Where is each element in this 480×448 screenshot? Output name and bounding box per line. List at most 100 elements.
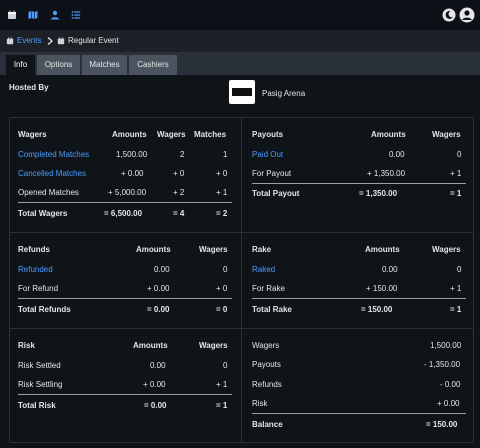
total-rake-label: Total Rake <box>252 305 292 314</box>
table-cell: + 0 <box>216 284 228 293</box>
rake-wagers-header: Wagers <box>432 245 461 254</box>
calendar-icon[interactable] <box>7 10 17 20</box>
breadcrumb-events-link[interactable]: Events <box>17 36 42 45</box>
total-rule <box>18 202 232 203</box>
table-cell: For Rake <box>252 284 285 293</box>
table-cell: Payouts <box>252 360 281 369</box>
raked-link[interactable]: Raked <box>252 265 276 274</box>
top-navbar <box>0 0 480 30</box>
total-rule <box>252 183 466 184</box>
grid-divider <box>9 232 474 233</box>
table-cell: + 0.00 <box>121 169 144 178</box>
table-cell: 1,500.00 <box>116 150 148 159</box>
table-cell: Wagers <box>252 341 280 350</box>
cancelled-matches-link[interactable]: Cancelled Matches <box>18 169 87 178</box>
wagers-count-header: Wagers <box>157 130 186 139</box>
risk-amounts-header: Amounts <box>133 341 168 350</box>
total-rule <box>252 298 466 299</box>
total-rake-amount: = 150.00 <box>361 305 393 314</box>
table-cell: Refunds <box>252 380 282 389</box>
risk-wagers-header: Wagers <box>199 341 228 350</box>
payouts-wagers-header: Wagers <box>432 130 461 139</box>
table-cell: Opened Matches <box>18 188 79 197</box>
refunds-wagers-header: Wagers <box>199 245 228 254</box>
balance-amount: = 150.00 <box>426 420 458 429</box>
total-payout-label: Total Payout <box>252 189 300 198</box>
hosted-by-label: Hosted By <box>9 83 49 92</box>
rake-amounts-header: Amounts <box>365 245 400 254</box>
tab-options[interactable]: Options <box>37 55 80 75</box>
refunds-header: Refunds <box>18 245 50 254</box>
tab-matches[interactable]: Matches <box>82 55 127 75</box>
table-cell: + 0.00 <box>437 399 460 408</box>
total-risk-label: Total Risk <box>18 401 56 410</box>
table-cell: 0 <box>457 150 462 159</box>
host-logo <box>229 80 255 104</box>
payouts-amounts-header: Amounts <box>371 130 406 139</box>
host-logo-mark <box>232 88 252 96</box>
total-wagers-amount: = 6,500.00 <box>104 209 143 218</box>
table-cell: 0.00 <box>150 361 166 370</box>
completed-matches-link[interactable]: Completed Matches <box>18 150 90 159</box>
balance-label: Balance <box>252 420 283 429</box>
wagers-amounts-header: Amounts <box>112 130 147 139</box>
payouts-header: Payouts <box>252 130 284 139</box>
table-cell: 0.00 <box>389 150 405 159</box>
table-cell: - 1,350.00 <box>424 360 461 369</box>
breadcrumb: Events Regular Event <box>0 30 480 52</box>
table-cell: For Refund <box>18 284 59 293</box>
refunds-amounts-header: Amounts <box>136 245 171 254</box>
tab-bar: Info Options Matches Cashiers <box>0 52 480 75</box>
table-cell: + 1 <box>450 169 462 178</box>
refunded-link[interactable]: Refunded <box>18 265 53 274</box>
total-refunds-amount: = 0.00 <box>147 305 170 314</box>
moon-icon[interactable] <box>442 8 456 22</box>
tab-info[interactable]: Info <box>6 55 35 75</box>
list-icon[interactable] <box>71 10 81 20</box>
chevron-right-icon <box>47 37 53 45</box>
avatar-icon[interactable] <box>459 7 475 23</box>
table-cell: 0 <box>457 265 462 274</box>
table-cell: 0 <box>223 361 228 370</box>
rake-header: Rake <box>252 245 272 254</box>
table-cell: Risk Settling <box>18 380 63 389</box>
table-cell: 0.00 <box>382 265 398 274</box>
paid-out-link[interactable]: Paid Out <box>252 150 284 159</box>
total-wagers-count: = 4 <box>173 209 185 218</box>
total-wagers-matches: = 2 <box>216 209 228 218</box>
table-cell: - 0.00 <box>440 380 461 389</box>
total-rake-count: = 1 <box>450 305 462 314</box>
breadcrumb-current: Regular Event <box>68 36 119 45</box>
risk-header: Risk <box>18 341 35 350</box>
tab-cashiers[interactable]: Cashiers <box>129 55 177 75</box>
table-cell: 0.00 <box>154 265 170 274</box>
grid-divider <box>241 117 242 443</box>
calendar-icon <box>57 37 65 45</box>
map-icon[interactable] <box>28 10 38 20</box>
wagers-header: Wagers <box>18 130 47 139</box>
table-cell: + 2 <box>173 188 185 197</box>
total-refunds-label: Total Refunds <box>18 305 71 314</box>
total-rule <box>18 298 232 299</box>
table-cell: + 1,350.00 <box>367 169 406 178</box>
table-cell: 1,500.00 <box>430 341 462 350</box>
table-cell: Risk Settled <box>18 361 61 370</box>
total-risk-count: = 1 <box>216 401 228 410</box>
table-cell: + 0.00 <box>143 380 166 389</box>
table-cell: + 0 <box>216 169 228 178</box>
grid-divider <box>9 328 474 329</box>
table-cell: + 150.00 <box>366 284 398 293</box>
calendar-icon <box>6 37 14 45</box>
total-refunds-count: = 0 <box>216 305 228 314</box>
total-rule <box>252 413 466 414</box>
host-name: Pasig Arena <box>262 89 306 98</box>
table-cell: 1 <box>223 150 228 159</box>
user-icon[interactable] <box>50 10 60 20</box>
table-cell: For Payout <box>252 169 292 178</box>
table-cell: + 1 <box>216 380 228 389</box>
total-payout-amount: = 1,350.00 <box>359 189 398 198</box>
table-cell: 0 <box>223 265 228 274</box>
table-cell: Risk <box>252 399 268 408</box>
total-risk-amount: = 0.00 <box>144 401 167 410</box>
table-cell: + 0.00 <box>147 284 170 293</box>
